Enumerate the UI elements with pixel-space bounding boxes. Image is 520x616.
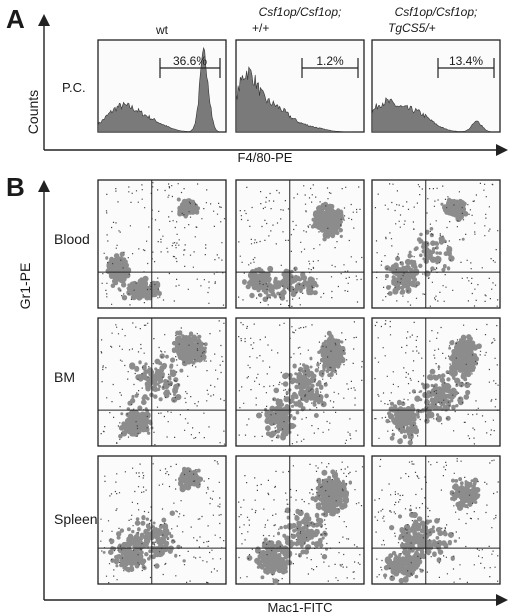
scatter-events <box>100 460 225 584</box>
cell-population <box>242 201 345 303</box>
scatter-events <box>238 184 363 307</box>
quadrant-lines <box>98 456 226 584</box>
quadrant-lines <box>98 318 226 446</box>
gate-percent: 1.2% <box>316 54 344 68</box>
dot-plot-3-2 <box>235 455 365 585</box>
histogram-2: 1.2% Csf1op/Csf1op; +/+ <box>235 5 365 133</box>
dot-plot-3-1 <box>97 455 227 585</box>
quadrant-lines <box>372 318 500 446</box>
histogram-panels: 36.6% wt 1.2% Csf1op/Csf1op; +/+ 13.4% Csf1op/… <box>97 5 501 133</box>
dot-plot-3-3 <box>371 455 501 585</box>
histogram-title: Csf1op/Csf1op; <box>395 5 478 19</box>
dot-plot-frame <box>371 317 501 447</box>
cell-population <box>383 477 481 584</box>
quadrant-lines <box>98 180 226 308</box>
dot-plot-frame <box>97 179 227 309</box>
dot-plot-frame <box>235 455 365 585</box>
gate-bracket <box>159 58 221 78</box>
gate-bracket <box>437 58 495 78</box>
histogram-1: 36.6% wt <box>97 23 227 133</box>
quadrant-lines <box>236 318 364 446</box>
quadrant-lines <box>236 180 364 308</box>
panel-b-y-label: Gr1-PE <box>17 263 33 310</box>
dot-plot-1-3 <box>371 179 501 309</box>
panel-a-x-axis-arrow <box>496 144 508 156</box>
cell-population <box>384 197 469 296</box>
row-label: Spleen <box>54 511 98 527</box>
gate-percent: 36.6% <box>173 54 207 68</box>
panel-a-y-label: Counts <box>25 90 41 134</box>
panel-a-letter: A <box>6 4 25 34</box>
panel-b-letter: B <box>6 172 25 202</box>
panel-b-y-axis-arrow <box>38 180 50 192</box>
panel-a-x-label: F4/80-PE <box>238 150 293 165</box>
row-label: Blood <box>54 231 90 247</box>
panel-b-x-label: Mac1-FITC <box>268 600 333 615</box>
histogram-curve <box>235 66 364 133</box>
histogram-curve <box>371 97 500 133</box>
gate-bracket <box>301 58 359 78</box>
histogram-title: wt <box>155 23 169 37</box>
dot-plot-1-1 <box>97 179 227 309</box>
gate-percent: 13.4% <box>449 54 483 68</box>
histogram-title: Csf1op/Csf1op; <box>259 5 342 19</box>
cell-population <box>118 330 208 439</box>
dot-plot-2-2 <box>235 317 365 447</box>
panel-a-y-axis-arrow <box>38 14 50 26</box>
cell-population <box>102 466 204 573</box>
cell-population <box>385 334 482 446</box>
quadrant-lines <box>236 456 364 584</box>
histogram-3: 13.4% Csf1op/Csf1op; TgCS5/+ <box>371 5 501 133</box>
dot-plot-1-2 <box>235 179 365 309</box>
quadrant-lines <box>372 456 500 584</box>
dot-plot-2-1 <box>97 317 227 447</box>
quadrant-lines <box>372 180 500 308</box>
cell-population <box>256 330 346 441</box>
row-label: BM <box>54 369 75 385</box>
histogram-subtitle: TgCS5/+ <box>388 21 436 35</box>
cell-population <box>246 469 353 585</box>
panel-b-x-axis-arrow <box>496 594 508 606</box>
histogram-curve <box>97 46 226 133</box>
dot-plot-2-3 <box>371 317 501 447</box>
histogram-subtitle: +/+ <box>252 21 269 35</box>
pc-label: P.C. <box>62 80 86 95</box>
dot-plot-grid: Blood BM Spleen <box>54 179 501 585</box>
